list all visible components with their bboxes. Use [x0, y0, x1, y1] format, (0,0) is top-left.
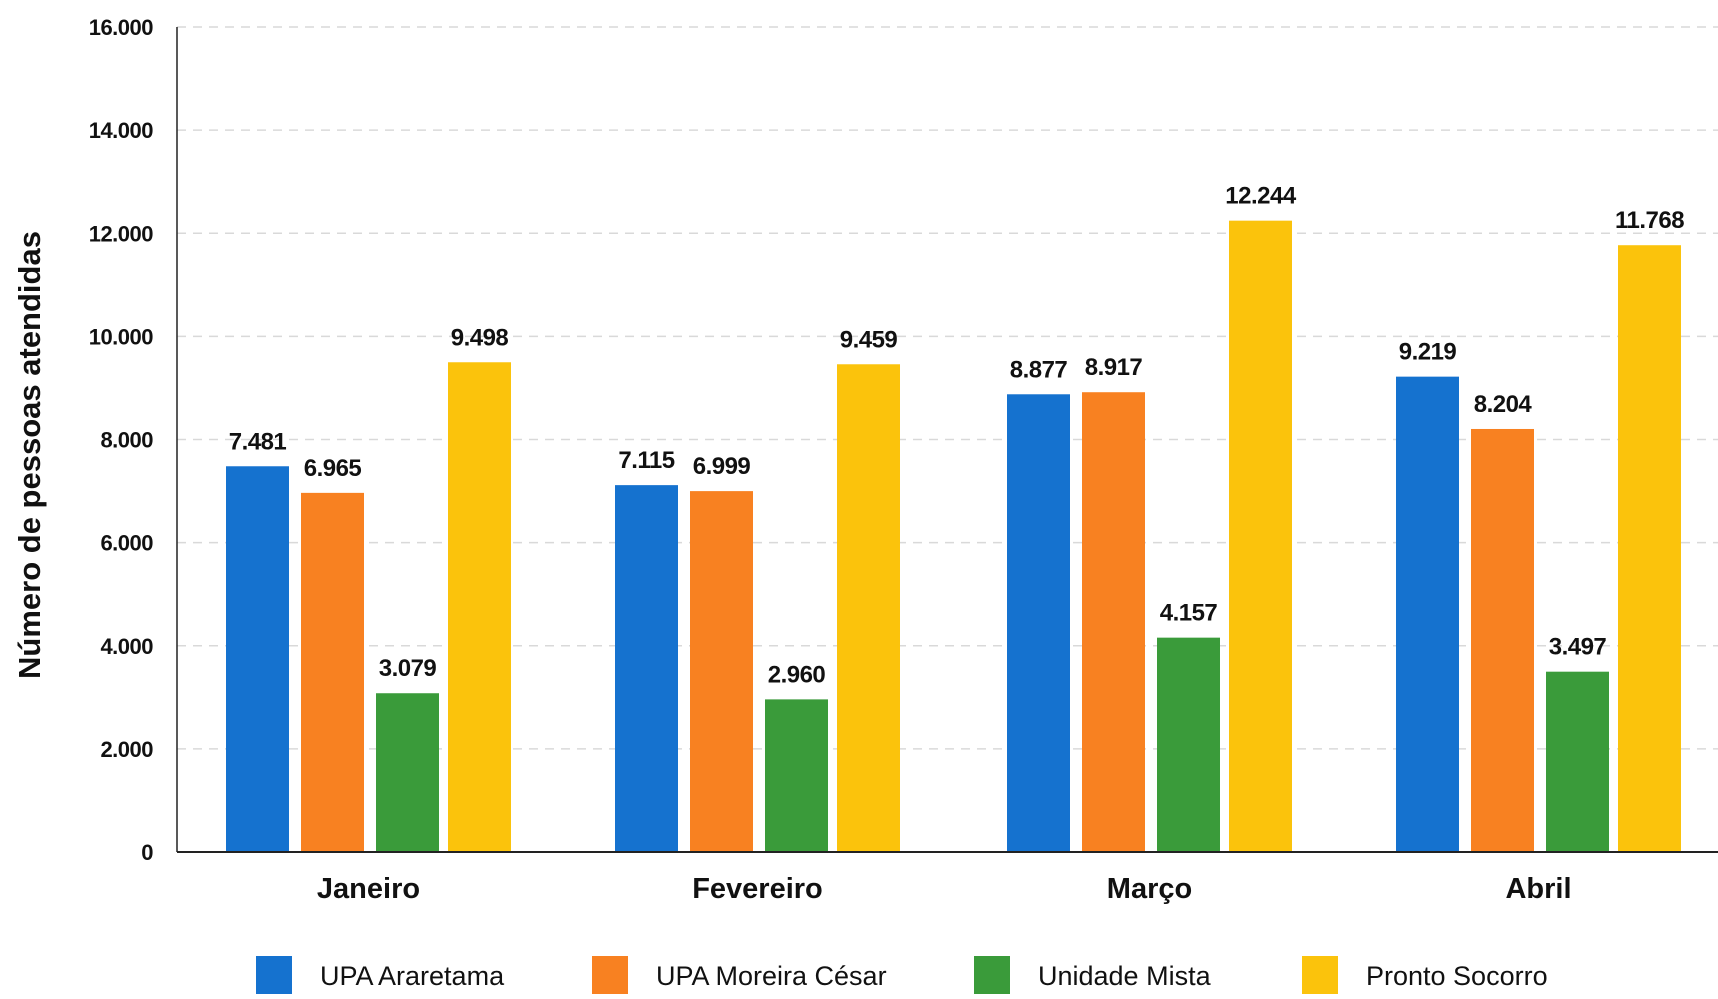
y-tick-label: 4.000 — [100, 634, 153, 659]
axes — [176, 27, 1718, 853]
bar — [1082, 392, 1145, 852]
legend-item: Pronto Socorro — [1302, 956, 1548, 994]
legend-item: UPA Araretama — [256, 956, 505, 994]
x-tick-label: Fevereiro — [692, 873, 823, 905]
y-tick-label: 10.000 — [89, 324, 154, 349]
legend-item: Unidade Mista — [974, 956, 1212, 994]
legend-swatch — [1302, 956, 1338, 994]
legend-label: UPA Moreira César — [656, 961, 887, 991]
data-label: 3.497 — [1549, 634, 1607, 661]
y-tick-label: 14.000 — [89, 118, 154, 143]
data-label: 9.498 — [451, 324, 509, 351]
data-label: 8.204 — [1474, 391, 1533, 418]
legend-label: Pronto Socorro — [1366, 961, 1548, 991]
data-label: 8.877 — [1010, 356, 1068, 383]
bar — [1618, 245, 1681, 852]
legend-swatch — [256, 956, 292, 994]
data-label: 7.481 — [229, 428, 287, 455]
data-label: 4.157 — [1160, 600, 1218, 627]
data-label: 9.219 — [1399, 339, 1457, 366]
data-label: 8.917 — [1085, 354, 1143, 381]
bar — [376, 693, 439, 852]
bar — [448, 362, 511, 852]
x-tick-label: Março — [1107, 873, 1192, 905]
x-tick-label: Janeiro — [317, 873, 420, 905]
data-label: 9.459 — [840, 326, 898, 353]
bar — [765, 699, 828, 852]
legend-item: UPA Moreira César — [592, 956, 887, 994]
y-tick-label: 6.000 — [100, 531, 153, 556]
bar — [226, 466, 289, 852]
data-label: 11.768 — [1615, 207, 1684, 234]
bar — [1546, 671, 1609, 852]
y-tick-label: 8.000 — [100, 428, 153, 453]
y-axis-ticks: 0 2.000 4.000 6.000 8.000 10.000 12.000 14.000 1… — [89, 15, 154, 865]
data-label: 6.965 — [304, 455, 362, 482]
data-label: 12.244 — [1225, 183, 1297, 210]
legend-swatch — [974, 956, 1010, 994]
y-tick-label: 2.000 — [100, 737, 153, 762]
legend-label: UPA Araretama — [320, 961, 505, 991]
legend-label: Unidade Mista — [1038, 961, 1212, 991]
data-label: 6.999 — [693, 453, 751, 480]
bar — [615, 485, 678, 852]
y-axis-title: Número de pessoas atendidas — [12, 231, 47, 679]
bar — [1471, 428, 1534, 852]
bar — [1396, 376, 1459, 852]
bar — [301, 492, 364, 852]
x-tick-label: Abril — [1505, 873, 1571, 905]
y-tick-label: 16.000 — [89, 15, 154, 40]
y-tick-label: 0 — [141, 840, 153, 865]
x-axis-categories: Janeiro Fevereiro Março Abril — [317, 873, 1572, 905]
bar — [690, 491, 753, 852]
data-label: 3.079 — [379, 655, 437, 682]
bar — [1157, 637, 1220, 852]
data-label: 7.115 — [618, 447, 674, 474]
bars — [226, 220, 1681, 852]
bar — [1007, 394, 1070, 852]
value-labels: 7.481 6.965 3.079 9.498 7.115 6.999 2.960 9.459… — [229, 183, 1685, 689]
bar — [1229, 220, 1292, 852]
y-tick-label: 12.000 — [89, 221, 154, 246]
data-label: 2.960 — [768, 661, 826, 688]
bar — [837, 364, 900, 852]
legend: UPA Araretama UPA Moreira César Unidade Mi… — [256, 956, 1548, 994]
legend-swatch — [592, 956, 628, 994]
gridlines — [177, 26, 1718, 750]
